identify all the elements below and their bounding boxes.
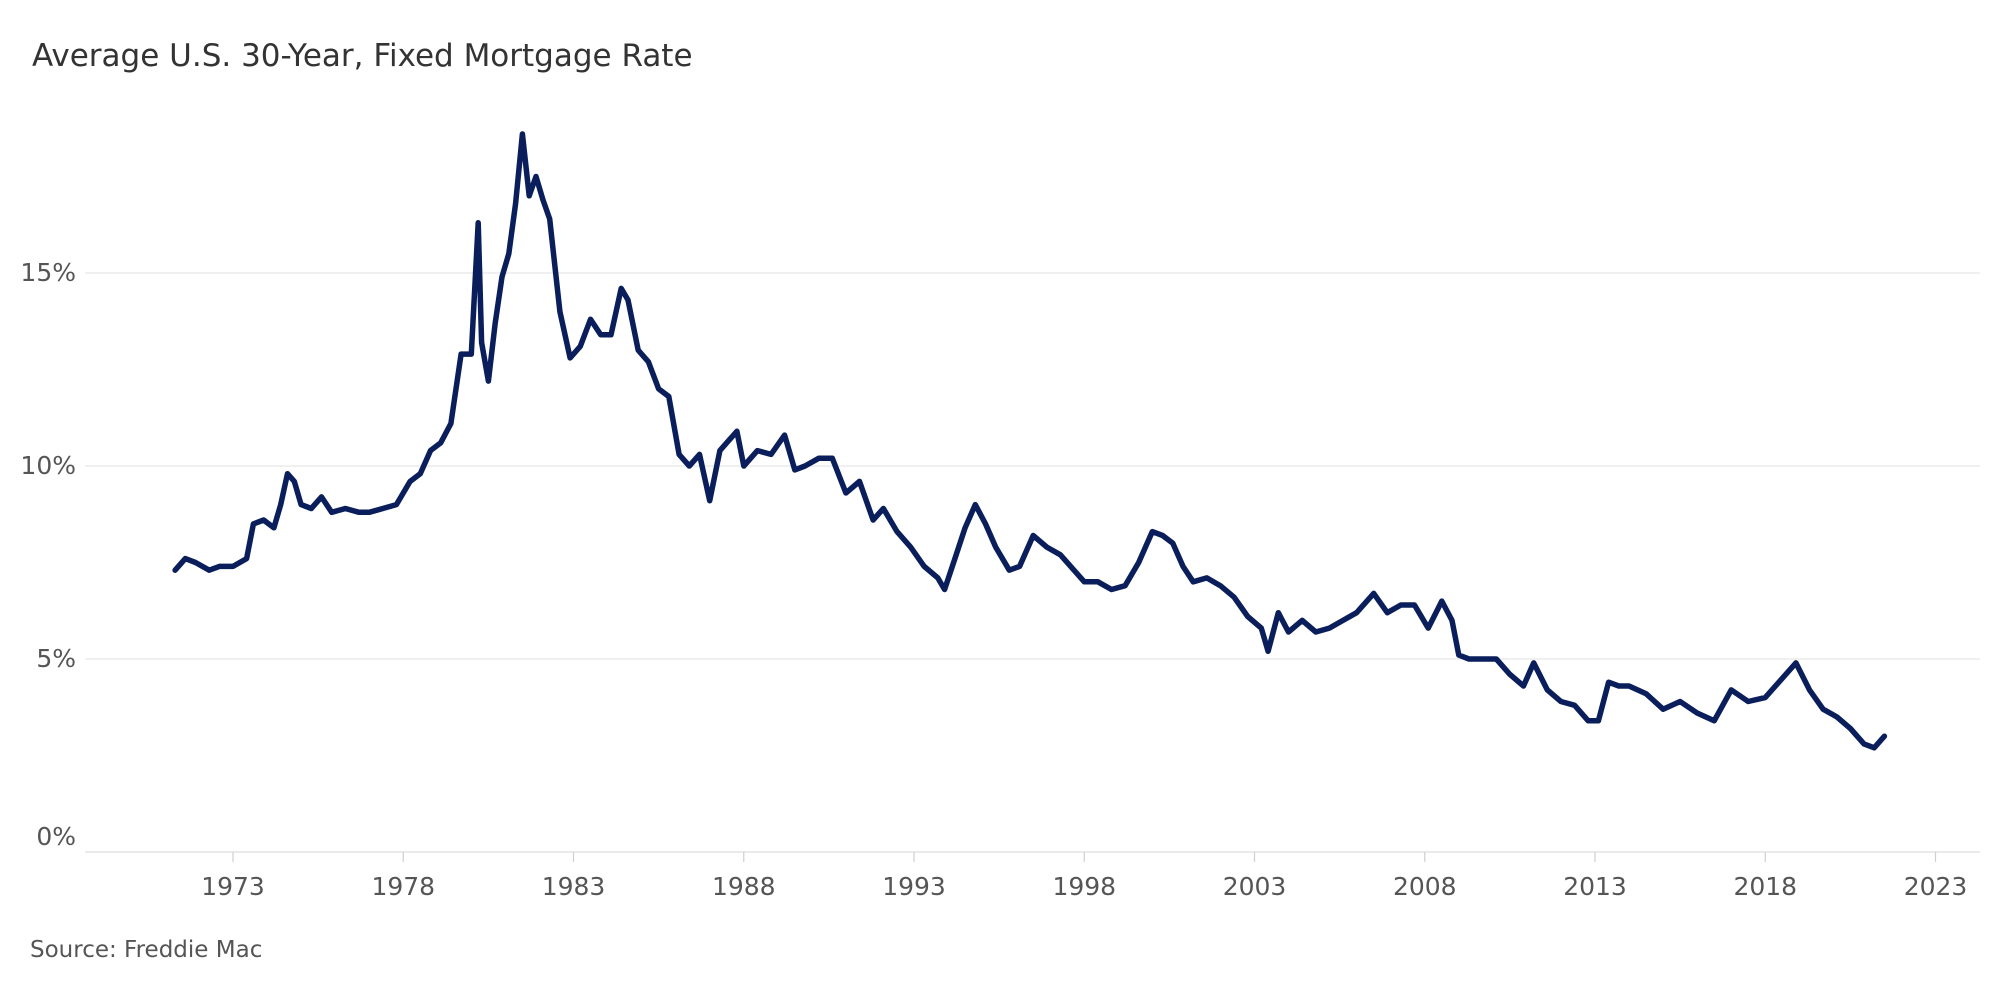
y-tick-label: 0% [36,822,76,851]
x-tick-label: 2023 [1904,872,1968,901]
series-layer [172,131,1888,751]
x-tick-label: 2018 [1733,872,1797,901]
x-tick-label: 1993 [882,872,946,901]
series-line-0 [172,131,1888,751]
y-tick-label: 10% [20,451,76,480]
x-tick-label: 2013 [1563,872,1627,901]
x-tick-label: 1988 [712,872,776,901]
x-tick-label: 1978 [371,872,435,901]
chart-title: Average U.S. 30-Year, Fixed Mortgage Rat… [32,38,693,74]
y-tick-label: 5% [36,644,76,673]
x-tick-label: 2008 [1393,872,1457,901]
x-axis: 1973 1978 1983 1988 1993 1998 2003 2008 2013 2018… [85,851,1980,901]
x-tick-label: 1998 [1052,872,1116,901]
x-tick-label: 2003 [1223,872,1287,901]
y-tick-label: 15% [20,258,76,287]
source-note: Source: Freddie Mac [30,937,263,963]
x-tick-label: 1973 [201,872,265,901]
grid-layer [85,272,1980,660]
x-tick-label: 1983 [542,872,606,901]
y-axis: 0% 5% 10% 15% [20,258,76,851]
